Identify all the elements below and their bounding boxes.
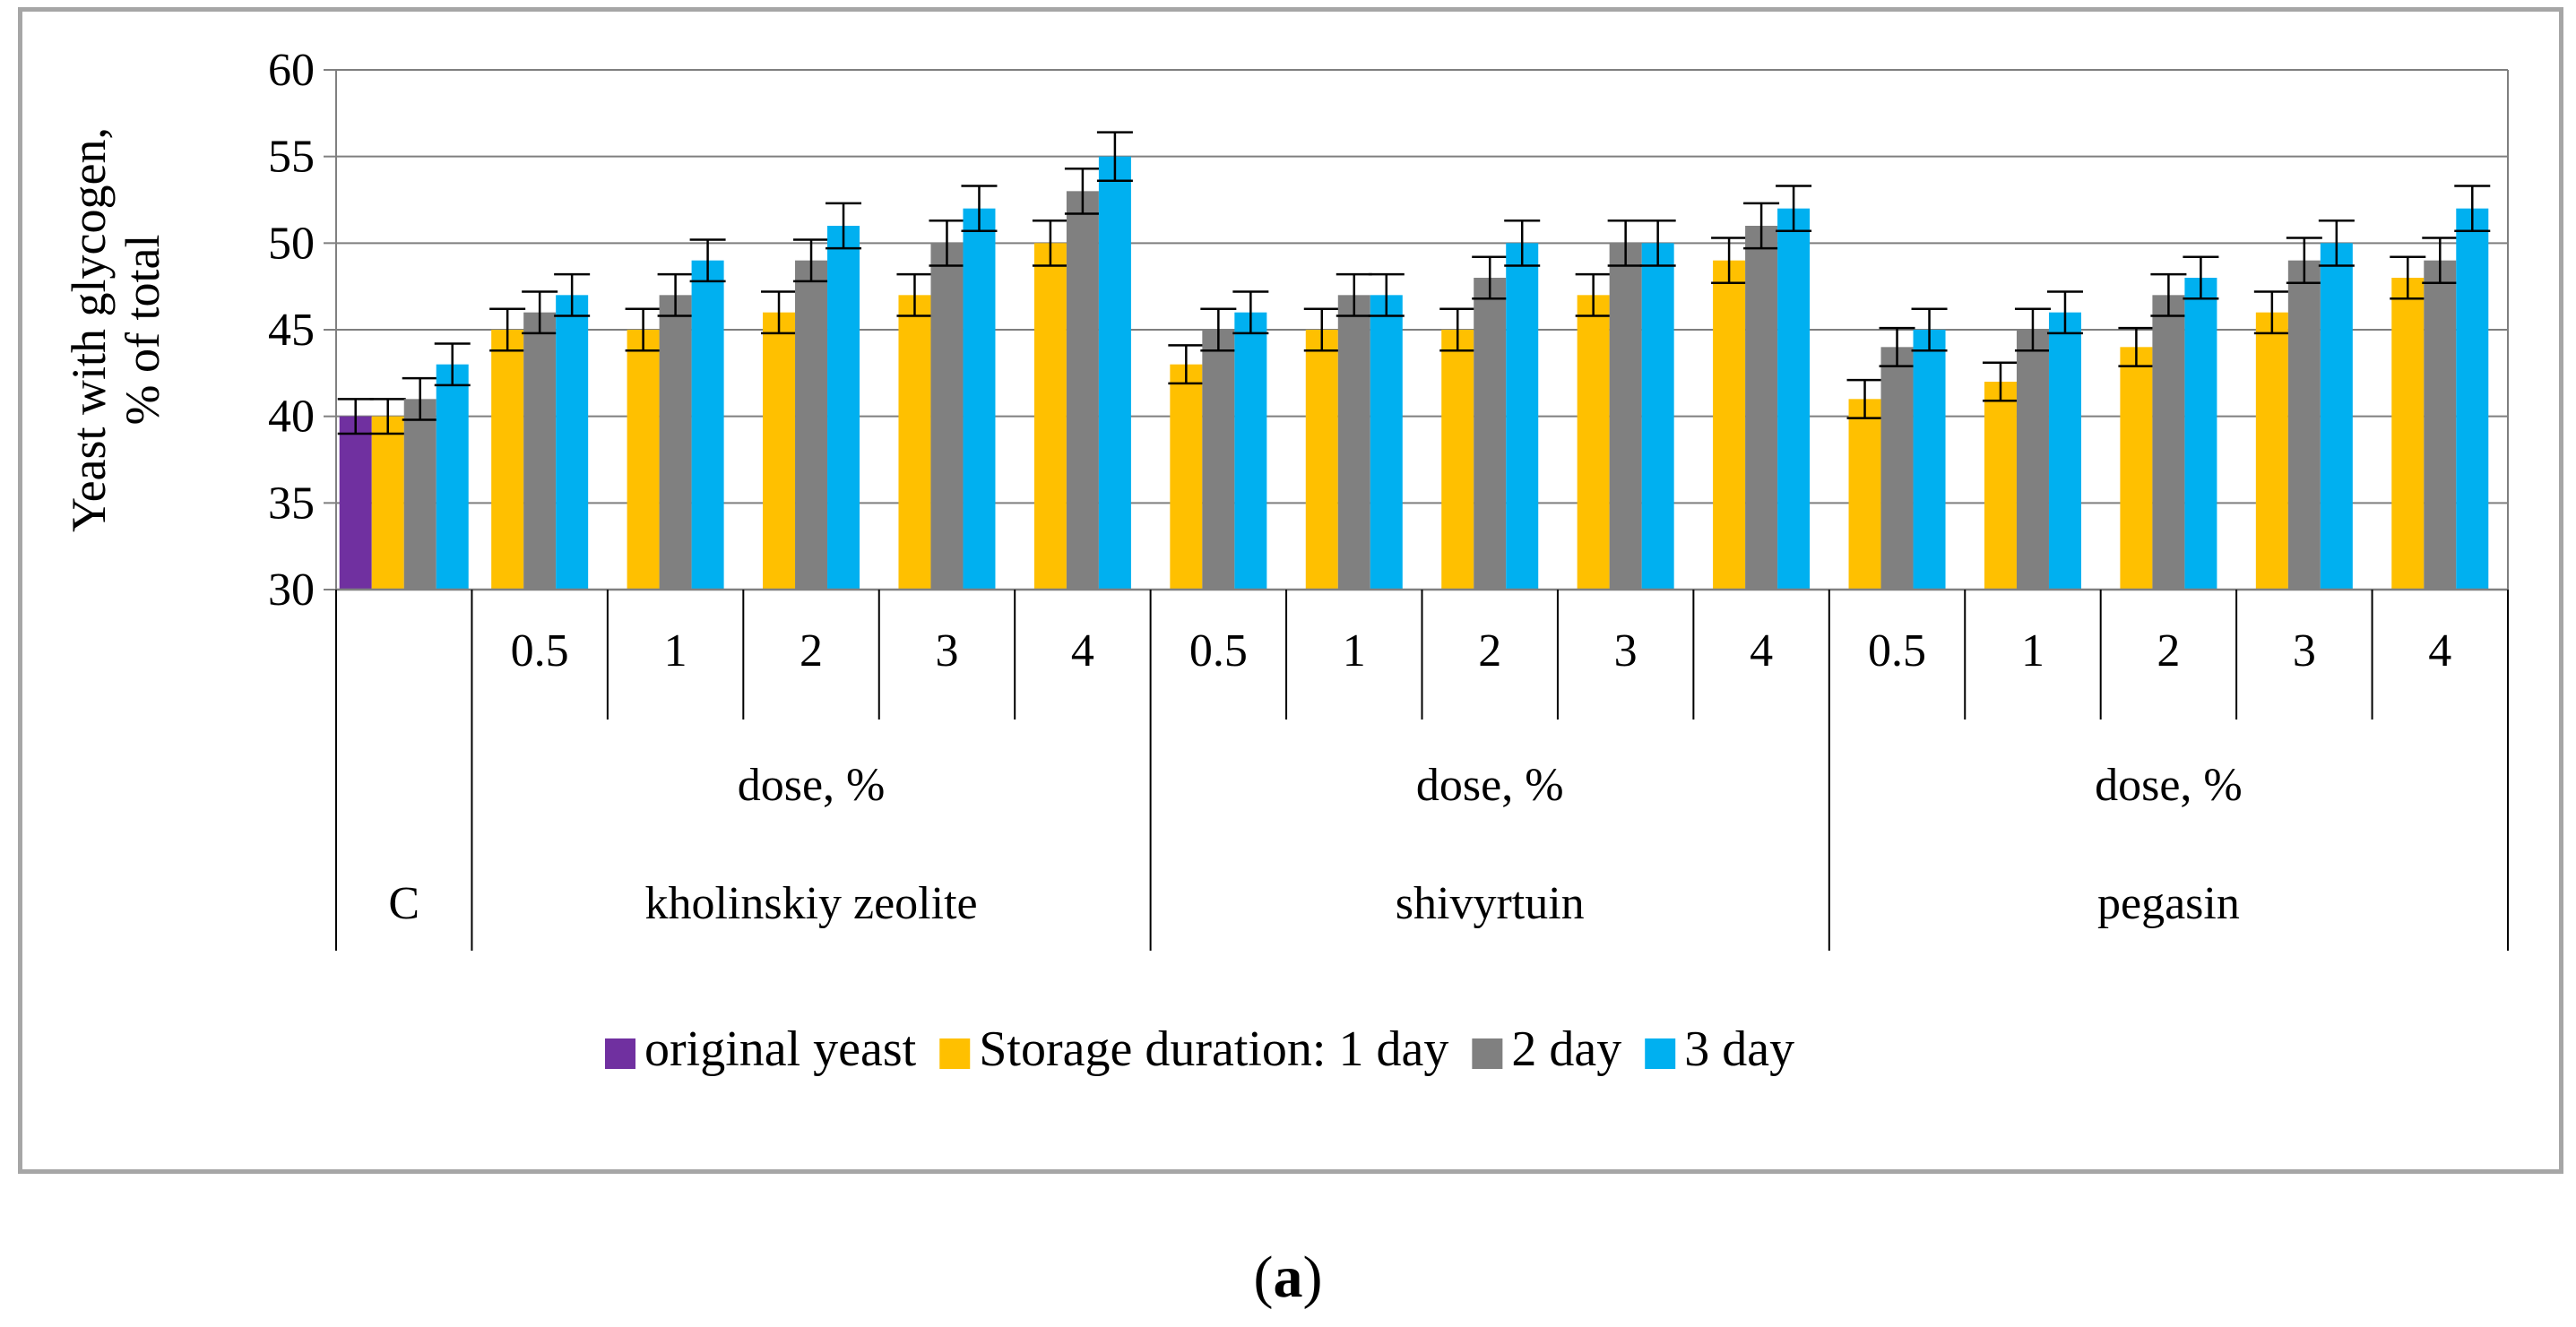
bar: [556, 295, 589, 590]
bar: [2120, 347, 2153, 590]
y-tick-label: 50: [268, 218, 315, 269]
dose-tick-label: 3: [935, 625, 958, 676]
dose-tick-label: 0.5: [1189, 625, 1248, 676]
bar: [898, 295, 931, 590]
bar: [1170, 364, 1203, 590]
dose-tick-label: 4: [2428, 625, 2451, 676]
dose-tick-label: 0.5: [1868, 625, 1926, 676]
bar: [659, 295, 692, 590]
bar: [1305, 330, 1338, 590]
bar: [1370, 295, 1403, 590]
y-axis-title-line2: % of total: [116, 235, 169, 426]
bar: [627, 330, 660, 590]
bar: [1880, 347, 1914, 590]
dose-tick-label: 4: [1071, 625, 1094, 676]
dose-axis-label: dose, %: [738, 760, 886, 811]
bar: [1984, 382, 2017, 590]
bar: [1848, 399, 1881, 590]
bar: [963, 208, 996, 590]
legend-swatch: [1645, 1038, 1676, 1069]
y-tick-label: 40: [268, 392, 315, 443]
bar: [1337, 295, 1370, 590]
bar: [763, 312, 796, 590]
dose-tick-label: 1: [664, 625, 687, 676]
bar: [1066, 191, 1099, 590]
bar: [1441, 330, 1474, 590]
bar: [491, 330, 524, 590]
bar: [403, 399, 437, 590]
bar: [2152, 295, 2185, 590]
caption-letter: a: [1273, 1245, 1303, 1310]
bar: [1913, 330, 1946, 590]
dose-tick-label: 3: [2293, 625, 2316, 676]
bar: [2320, 243, 2353, 590]
y-tick-label: 30: [268, 564, 315, 616]
dose-axis-label: dose, %: [2095, 760, 2243, 811]
chart-frame: 30 35 40 45 50 55 60 Yeast with glycogen,% of t…: [18, 7, 2563, 1174]
legend-label: original yeast: [644, 1021, 917, 1077]
legend-label: 3 day: [1684, 1021, 1794, 1077]
bar: [2016, 330, 2049, 590]
bar: [1098, 156, 1131, 590]
bar: [1609, 243, 1642, 590]
bar: [1506, 243, 1539, 590]
bar: [2391, 278, 2425, 590]
figure-caption: (a): [0, 1244, 2576, 1312]
dose-axis-label: dose, %: [1416, 760, 1564, 811]
bar: [1234, 312, 1267, 590]
bar: [1474, 278, 1507, 590]
y-axis-title-line1: Yeast with glycogen,: [62, 127, 116, 532]
bar: [2456, 208, 2489, 590]
dose-tick-label: 1: [2021, 625, 2044, 676]
dose-tick-label: 3: [1614, 625, 1638, 676]
bar: [523, 312, 557, 590]
group-label: pegasin: [2097, 878, 2240, 929]
bar: [1202, 330, 1235, 590]
bar: [2255, 312, 2288, 590]
legend-swatch: [1472, 1038, 1503, 1069]
group-label: C: [388, 878, 419, 929]
dose-tick-label: 0.5: [511, 625, 569, 676]
bar: [795, 260, 828, 590]
bar: [930, 243, 964, 590]
dose-tick-label: 1: [1343, 625, 1366, 676]
bar: [1641, 243, 1674, 590]
legend-label: 2 day: [1511, 1021, 1621, 1077]
dose-tick-label: 2: [800, 625, 823, 676]
dose-tick-label: 2: [2157, 625, 2180, 676]
y-tick-label: 45: [268, 305, 315, 356]
bar: [1713, 260, 1746, 590]
y-tick-label: 55: [268, 132, 315, 183]
y-tick-label: 35: [268, 478, 315, 529]
bar: [691, 260, 724, 590]
bar: [339, 416, 372, 590]
y-tick-label: 60: [268, 45, 315, 96]
bar: [1777, 208, 1811, 590]
group-label: shivyrtuin: [1396, 878, 1585, 929]
bar: [1745, 226, 1778, 590]
caption-open-paren: (: [1253, 1245, 1274, 1310]
bar: [827, 226, 860, 590]
bar: [2048, 312, 2081, 590]
dose-tick-label: 2: [1478, 625, 1501, 676]
legend-swatch: [939, 1038, 971, 1069]
bar: [371, 416, 404, 590]
caption-close-paren: ): [1302, 1245, 1323, 1310]
legend-label: Storage duration: 1 day: [979, 1021, 1448, 1077]
dose-tick-label: 4: [1750, 625, 1773, 676]
bar: [2287, 260, 2321, 590]
bar: [436, 364, 469, 590]
legend-swatch: [605, 1038, 635, 1069]
bar: [2184, 278, 2217, 590]
bar-chart: 30 35 40 45 50 55 60 Yeast with glycogen,% of t…: [62, 45, 2509, 1077]
bar: [2424, 260, 2457, 590]
bar: [1033, 243, 1067, 590]
group-label: kholinskiy zeolite: [644, 878, 977, 929]
bar: [1577, 295, 1610, 590]
